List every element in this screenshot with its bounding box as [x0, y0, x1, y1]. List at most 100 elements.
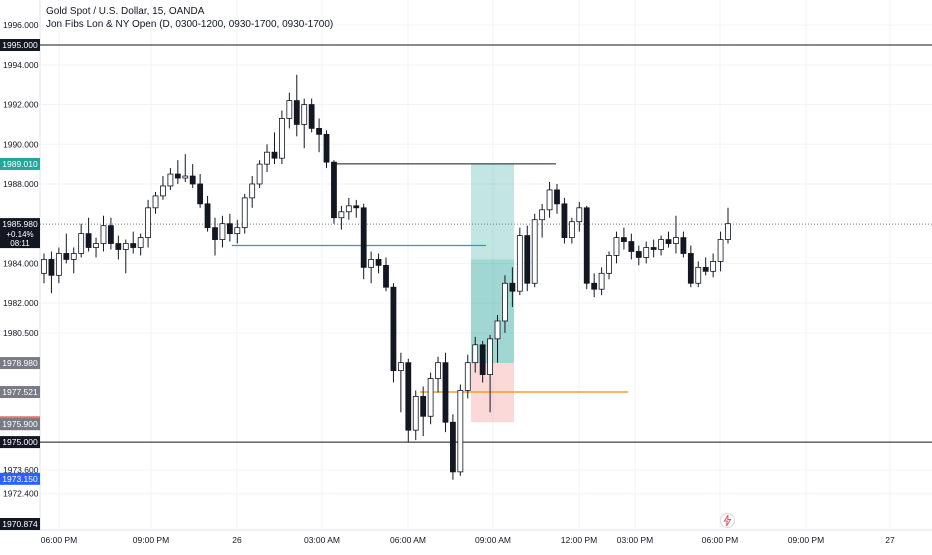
candle-body	[360, 207, 367, 268]
candle-body	[55, 253, 62, 276]
candle-body	[568, 221, 575, 238]
price-tag-label: 1975.900	[2, 419, 38, 429]
candle-body	[368, 259, 375, 268]
candle-body	[435, 362, 441, 379]
chart-legend: Gold Spot / U.S. Dollar, 15, OANDA Jon F…	[46, 5, 333, 31]
price-tag	[0, 518, 40, 530]
candle-body	[331, 161, 337, 219]
candle-body	[405, 362, 412, 431]
candle-body	[665, 239, 672, 244]
price-tag	[0, 472, 40, 485]
candle-body	[390, 286, 397, 372]
candle-body	[108, 225, 114, 244]
candle-body	[591, 282, 598, 290]
candle-body	[412, 396, 419, 431]
y-tick-label: 1982.000	[3, 298, 39, 308]
candle-body	[100, 225, 107, 244]
candle-body	[561, 203, 568, 238]
candle-body	[41, 259, 47, 274]
candle-body	[487, 338, 493, 375]
x-tick-label: 09:00 AM	[475, 535, 511, 545]
candle-body	[182, 175, 189, 179]
price-tag-label: 1985.980	[2, 219, 38, 229]
candle-body	[531, 219, 538, 284]
candle-body	[725, 223, 731, 240]
price-tag-label: 1978.980	[2, 358, 38, 368]
candle-body	[673, 237, 679, 244]
price-axis	[0, 0, 40, 550]
candle-body	[680, 237, 687, 254]
candle-body	[152, 195, 159, 209]
candle-body	[658, 239, 664, 250]
candle-body	[93, 243, 99, 248]
candle-body	[234, 227, 241, 235]
price-tag-label: 1977.521	[2, 387, 38, 397]
candle-body	[494, 320, 501, 340]
x-tick-label: 06:00 PM	[41, 535, 77, 545]
candle-body	[472, 344, 479, 364]
candle-body	[524, 235, 531, 284]
candle-body	[226, 223, 233, 235]
candle-body	[702, 266, 709, 272]
y-tick-label: 1973.600	[3, 465, 39, 475]
candle-body	[308, 104, 315, 129]
x-tick-label: 06:00 PM	[702, 535, 738, 545]
candle-body	[502, 282, 508, 322]
candle-body	[279, 118, 285, 159]
price-tag-label: 1973.150	[2, 474, 38, 484]
price-tag-extra: +0.14%	[6, 230, 33, 239]
y-tick-label: 1972.400	[3, 489, 39, 499]
y-tick-label: 1990.000	[3, 139, 39, 149]
price-tag	[0, 418, 40, 431]
y-tick-label: 1994.000	[3, 60, 39, 70]
candle-body	[450, 421, 456, 473]
candle-body	[583, 207, 590, 284]
candle-body	[160, 185, 166, 197]
x-tick-label: 03:00 PM	[617, 535, 653, 545]
candle-body	[613, 237, 620, 256]
candle-body	[204, 203, 211, 229]
indicator-title[interactable]: Jon Fibs Lon & NY Open (D, 0300-1200, 09…	[46, 19, 334, 30]
candle-body	[397, 362, 404, 372]
y-tick-label: 1988.000	[3, 179, 39, 189]
candle-body	[687, 253, 694, 284]
candle-body	[189, 175, 196, 185]
price-tag	[0, 436, 40, 449]
x-tick-label: 06:00 AM	[390, 535, 426, 545]
candle-body	[219, 223, 226, 240]
candle-body	[710, 261, 717, 272]
x-tick-label: 26	[232, 535, 242, 545]
lightning-icon[interactable]	[720, 513, 735, 528]
candle-body	[316, 127, 322, 135]
symbol-title[interactable]: Gold Spot / U.S. Dollar, 15, OANDA	[46, 6, 205, 17]
candle-body	[256, 163, 263, 185]
candle-body	[442, 362, 449, 423]
candle-body	[539, 209, 546, 221]
candle-body	[479, 344, 486, 375]
candle-body	[695, 266, 702, 284]
candle-body	[293, 100, 300, 125]
candle-body	[301, 104, 308, 125]
candle-body	[197, 183, 204, 205]
price-tag	[0, 386, 40, 399]
x-tick-label: 03:00 AM	[304, 535, 340, 545]
candle-body	[338, 211, 345, 219]
price-tag	[0, 357, 40, 370]
y-tick-label: 1992.000	[3, 100, 39, 110]
candle-body	[63, 253, 70, 260]
candle-body	[249, 183, 256, 199]
candle-body	[457, 390, 464, 473]
candle-body	[598, 272, 605, 290]
candle-body	[115, 243, 122, 250]
candle-body	[345, 205, 352, 213]
price-tag-label: 1989.010	[2, 159, 38, 169]
candle-body	[650, 247, 657, 250]
price-tag	[0, 157, 40, 170]
candle-body	[353, 205, 360, 209]
price-tag	[0, 39, 40, 51]
candle-body	[576, 207, 583, 223]
candle-body	[383, 264, 389, 288]
x-tick-label: 09:00 PM	[788, 535, 824, 545]
